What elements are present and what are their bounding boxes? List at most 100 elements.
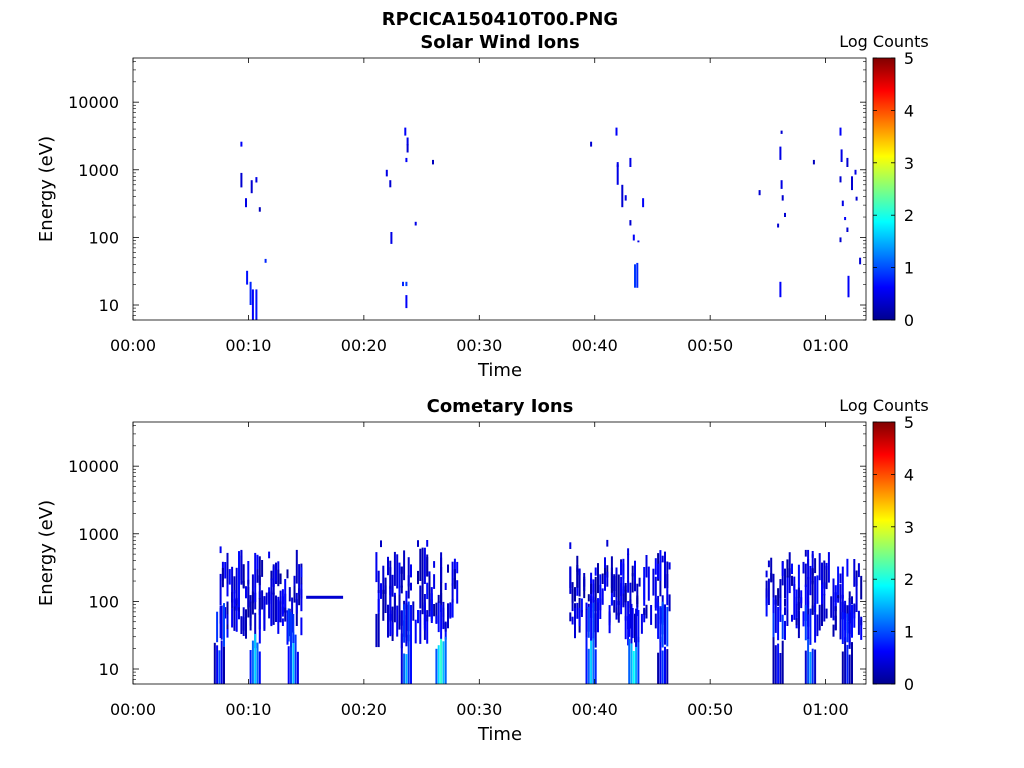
heatmap-cell [270,594,273,627]
heatmap-cell [569,612,572,622]
figure-title: RPCICA150410T00.PNG [382,9,618,30]
heatmap-cell [430,593,433,622]
heatmap-cell [292,631,295,684]
heatmap-cell [410,582,412,591]
heatmap-cell [811,648,814,684]
heatmap-cell [437,601,440,633]
colorbar-tick-label: 1 [904,623,914,642]
heatmap-cell [246,270,249,285]
heatmap-cell [587,594,590,602]
heatmap-cell [423,605,426,629]
heatmap-cell [624,589,627,603]
heatmap-cell [637,637,640,684]
heatmap-cell [779,579,782,599]
heatmap-cell [807,558,810,566]
heatmap-cell [851,176,853,191]
heatmap-cell [839,573,842,584]
heatmap-cell [592,579,595,602]
solar-wind-xlabel: Time [477,360,522,381]
x-tick-label: 00:50 [687,336,733,355]
heatmap-cell [604,567,606,575]
heatmap-cell [791,575,793,586]
heatmap-cell [812,159,815,165]
colorbar-tick-label: 5 [904,413,914,432]
heatmap-cell [447,564,449,573]
heatmap-cell [251,591,254,615]
x-tick-label: 00:10 [225,336,271,355]
heatmap-cell [414,221,417,226]
heatmap-cell [258,575,261,599]
colorbar-tick-label: 4 [904,465,914,484]
x-tick-label: 00:20 [341,336,387,355]
heatmap-cell [765,598,768,617]
heatmap-cell [258,609,261,644]
heatmap-cell [629,582,632,613]
heatmap-cell [765,590,768,603]
heatmap-cell [786,559,789,578]
heatmap-cell [249,601,252,631]
heatmap-cell [853,559,856,587]
heatmap-cell [800,590,803,604]
heatmap-cell [574,614,576,639]
heatmap-cell [587,606,590,638]
solar-wind-title: Solar Wind Ions [420,32,579,53]
x-tick-label: 00:40 [572,700,618,719]
heatmap-cell [804,584,807,621]
heatmap-cell [846,227,849,232]
heatmap-cell [440,552,443,583]
cometary-xlabel: Time [477,724,522,745]
heatmap-cell [632,651,635,684]
heatmap-cell [592,632,595,684]
heatmap-cell [636,262,639,288]
heatmap-cell [615,591,618,620]
heatmap-cell [637,610,640,643]
heatmap-line-segment [306,595,344,599]
heatmap-cell [779,281,782,298]
heatmap-cell [779,653,782,684]
heatmap-cell [615,607,618,616]
heatmap-cell [587,648,590,684]
heatmap-cell [823,560,826,589]
heatmap-cell [258,598,261,611]
heatmap-cell [841,200,844,207]
heatmap-cell [860,616,863,626]
heatmap-cell [421,581,424,615]
solar-wind-colorbar-label: Log Counts [839,32,929,51]
heatmap-cell [403,653,406,684]
heatmap-cell [601,573,604,584]
colorbar-tick-label: 2 [904,570,914,589]
heatmap-cell [300,617,303,636]
heatmap-cell [233,576,236,594]
heatmap-cell [811,554,814,575]
heatmap-cell [781,195,784,201]
heatmap-cell [407,584,410,599]
heatmap-cell [426,614,429,644]
heatmap-cell [419,610,422,644]
heatmap-cell [606,571,609,587]
heatmap-cell [615,567,618,575]
heatmap-cell [279,573,282,585]
heatmap-cell [220,605,223,640]
heatmap-cell [784,212,786,217]
heatmap-cell [270,570,273,581]
heatmap-cell [629,599,632,629]
heatmap-cell [620,583,623,615]
heatmap-cell [781,614,784,640]
heatmap-cell [650,605,653,625]
heatmap-cell [628,639,631,684]
x-tick-label: 00:10 [225,700,271,719]
heatmap-cell [814,603,817,643]
heatmap-cell [451,583,454,603]
heatmap-cell [854,169,857,175]
heatmap-cell [426,554,429,577]
heatmap-cell [627,548,630,555]
heatmap-cell [628,614,631,637]
heatmap-cell [437,645,440,684]
heatmap-cell [638,577,641,587]
heatmap-cell [615,572,618,598]
heatmap-cell [784,620,786,640]
heatmap-cell [636,595,639,604]
heatmap-cell [597,563,599,594]
cometary-ylabel: Energy (eV) [36,500,57,606]
heatmap-cell [804,650,807,684]
